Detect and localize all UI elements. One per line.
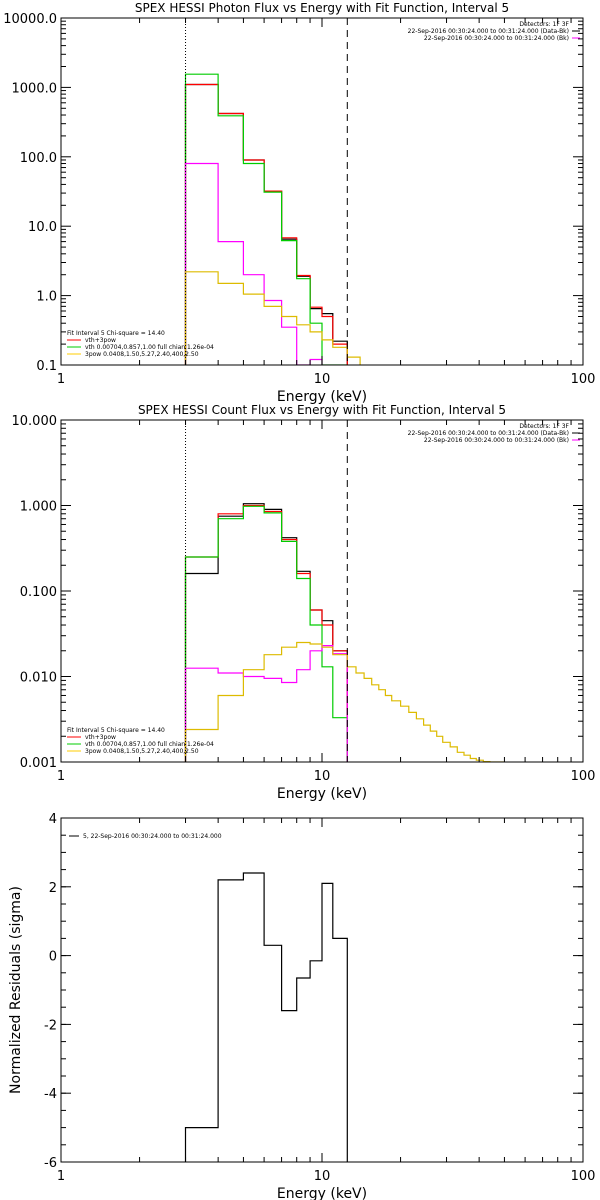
- residuals-panel: 1 10 100 -6 -4 -2 0 2 4 Energy (keV) Normalized Re…: [8, 812, 595, 1200]
- x-tick-label: 100: [571, 769, 596, 784]
- y-axis-label: Normalized Residuals (sigma): [8, 886, 24, 1094]
- legend-entry: Detectors: 1F 3F: [519, 21, 569, 28]
- x-axis-label: Energy (keV): [277, 1186, 367, 1200]
- legend-entry: vth+3pow: [85, 734, 116, 741]
- x-tick-label: 10: [314, 769, 331, 784]
- series-0-histogram: [184, 83, 348, 365]
- series-3-histogram: [184, 162, 323, 365]
- legend-entry: 22-Sep-2016 00:30:24.000 to 00:31:24.000…: [408, 430, 569, 437]
- legend-entry: vth 0.00704,0.857,1.00 full chian 1.26e-…: [85, 741, 214, 748]
- x-axis-label: Energy (keV): [277, 786, 367, 802]
- y-tick-label: 10000.0: [3, 12, 57, 27]
- legend-entry: 5, 22-Sep-2016 00:30:24.000 to 00:31:24.…: [83, 833, 222, 840]
- series-2-histogram: [184, 73, 348, 365]
- legend-entry: 3pow 0.0408,1.50,5.27,2.40,400,2.50: [85, 748, 199, 755]
- y-tick-label: 10.0: [28, 220, 57, 235]
- x-tick-label: 1: [57, 769, 65, 784]
- legend-entry: vth 0.00704,0.857,1.00 full chian 1.26e-…: [85, 344, 214, 351]
- series-4-histogram: [184, 641, 505, 762]
- y-tick-label: 0: [49, 950, 57, 965]
- series-2-histogram: [184, 505, 348, 762]
- y-tick-label: 1000.0: [12, 81, 58, 96]
- y-tick-label: 0.010: [20, 671, 57, 686]
- y-tick-label: 2: [49, 881, 57, 896]
- x-tick-label: 10: [314, 372, 331, 387]
- x-tick-label: 1: [57, 372, 65, 387]
- series-4-histogram: [184, 271, 361, 365]
- legend-entry: Fit Interval 5 Chi-square = 14.40: [67, 330, 165, 337]
- panel-title: SPEX HESSI Count Flux vs Energy with Fit…: [138, 403, 506, 417]
- x-tick-label: 100: [571, 1169, 596, 1184]
- photon-flux-panel: SPEX HESSI Photon Flux vs Energy with Fi…: [3, 1, 595, 405]
- x-tick-label: 10: [314, 1169, 331, 1184]
- x-axis-label: Energy (keV): [277, 389, 367, 405]
- x-tick-label: 1: [57, 1169, 65, 1184]
- plot-area: [184, 503, 505, 762]
- x-tick-label: 100: [571, 372, 596, 387]
- y-tick-label: 0.1: [36, 359, 57, 374]
- y-tick-label: 100.0: [20, 151, 57, 166]
- series-3-histogram: [184, 645, 348, 762]
- y-tick-label: 0.100: [20, 585, 57, 600]
- series-1-histogram: [184, 504, 348, 762]
- count-flux-panel: SPEX HESSI Count Flux vs Energy with Fit…: [12, 403, 596, 802]
- legend-entry: Fit Interval 5 Chi-square = 14.40: [67, 727, 165, 734]
- legend-entry: 22-Sep-2016 00:30:24.000 to 00:31:24.000…: [424, 35, 569, 42]
- plot-area: [184, 73, 361, 365]
- plot-frame: [60, 817, 584, 1163]
- legend-entry: vth+3pow: [85, 337, 116, 344]
- y-tick-label: 0.001: [20, 756, 57, 771]
- series-0-histogram: [184, 503, 348, 762]
- legend-entry: 22-Sep-2016 00:30:24.000 to 00:31:24.000…: [408, 28, 569, 35]
- panel-title: SPEX HESSI Photon Flux vs Energy with Fi…: [135, 1, 509, 15]
- y-tick-label: 1.0: [36, 290, 57, 305]
- legend-entry: Detectors: 1F 3F: [519, 423, 569, 430]
- y-tick-label: 4: [49, 812, 57, 827]
- series-0-histogram: [184, 872, 348, 1162]
- y-tick-label: -2: [44, 1018, 57, 1033]
- y-tick-label: 10.000: [12, 414, 58, 429]
- plot-area: [184, 872, 348, 1162]
- y-tick-label: -4: [44, 1087, 57, 1102]
- legend-entry: 22-Sep-2016 00:30:24.000 to 00:31:24.000…: [424, 437, 569, 444]
- series-1-histogram: [184, 83, 348, 365]
- legend-entry: 3pow 0.0408,1.50,5.27,2.40,400,2.50: [85, 351, 199, 358]
- y-tick-label: 1.000: [20, 500, 57, 515]
- y-tick-label: -6: [44, 1156, 57, 1171]
- plot-frame: [60, 419, 584, 763]
